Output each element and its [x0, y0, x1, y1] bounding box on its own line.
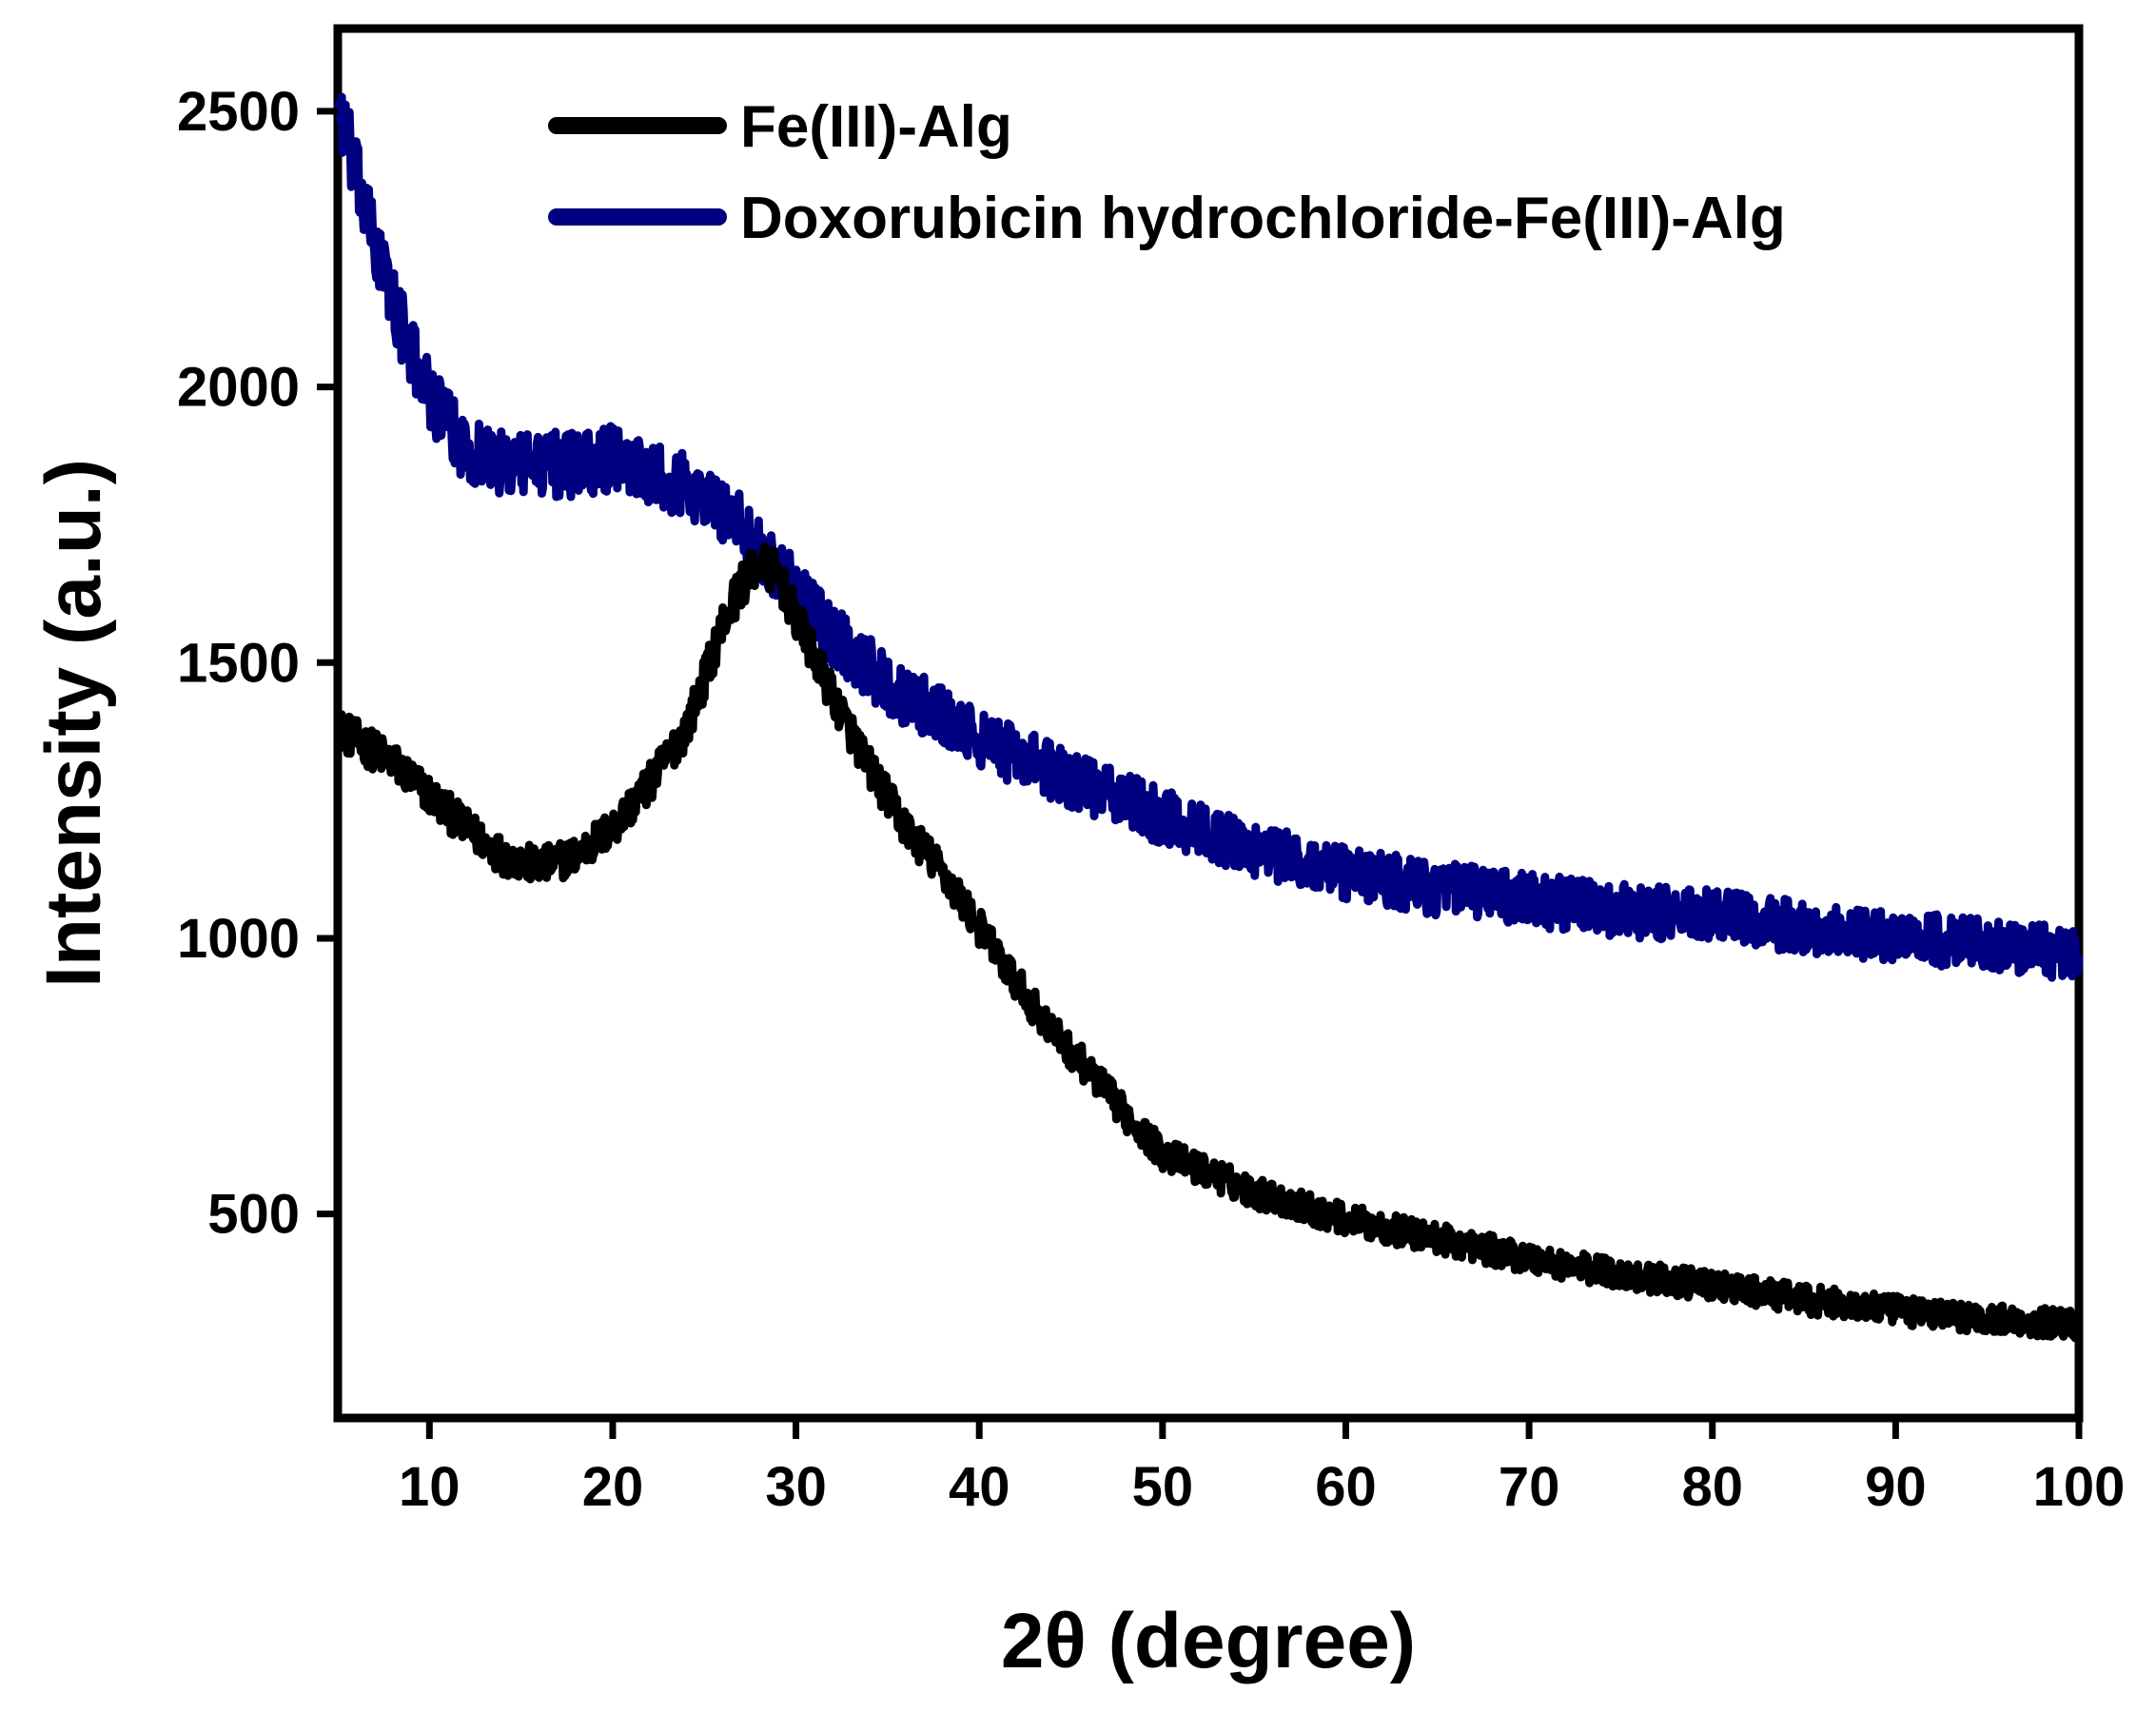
y-tick-label: 1000	[177, 908, 300, 970]
x-tick-label: 100	[2033, 1456, 2126, 1518]
x-axis-title: 2θ (degree)	[1001, 1598, 1416, 1684]
legend-label-fe-alg: Fe(III)-Alg	[740, 94, 1012, 160]
y-tick-label: 500	[207, 1184, 300, 1246]
x-tick-label: 90	[1865, 1456, 1927, 1518]
y-tick-label: 2000	[177, 357, 300, 419]
y-axis-title: Intensity (a.u.)	[30, 459, 117, 988]
x-tick-label: 80	[1681, 1456, 1743, 1518]
x-tick-label: 60	[1315, 1456, 1377, 1518]
y-tick-label: 1500	[177, 632, 300, 694]
x-tick-label: 30	[765, 1456, 827, 1518]
x-tick-label: 50	[1132, 1456, 1194, 1518]
x-tick-label: 20	[582, 1456, 644, 1518]
x-tick-label: 70	[1499, 1456, 1560, 1518]
series-layer	[333, 92, 2084, 1343]
legend-label-dox-fe-alg: Doxorubicin hydrochloride-Fe(III)-Alg	[740, 186, 1786, 251]
y-tick-label: 2500	[177, 81, 300, 143]
x-tick-label: 10	[399, 1456, 461, 1518]
series-line-fe-alg	[334, 541, 2084, 1343]
series-line-dox-fe-alg	[333, 92, 2084, 982]
legend: Fe(III)-Alg Doxorubicin hydrochloride-Fe…	[548, 94, 1786, 251]
x-axis: 10 20 30 40 50 60 70 80 90 100	[399, 1418, 2125, 1518]
x-tick-label: 40	[949, 1456, 1010, 1518]
y-axis: 500 1000 1500 2000 2500	[177, 81, 338, 1246]
